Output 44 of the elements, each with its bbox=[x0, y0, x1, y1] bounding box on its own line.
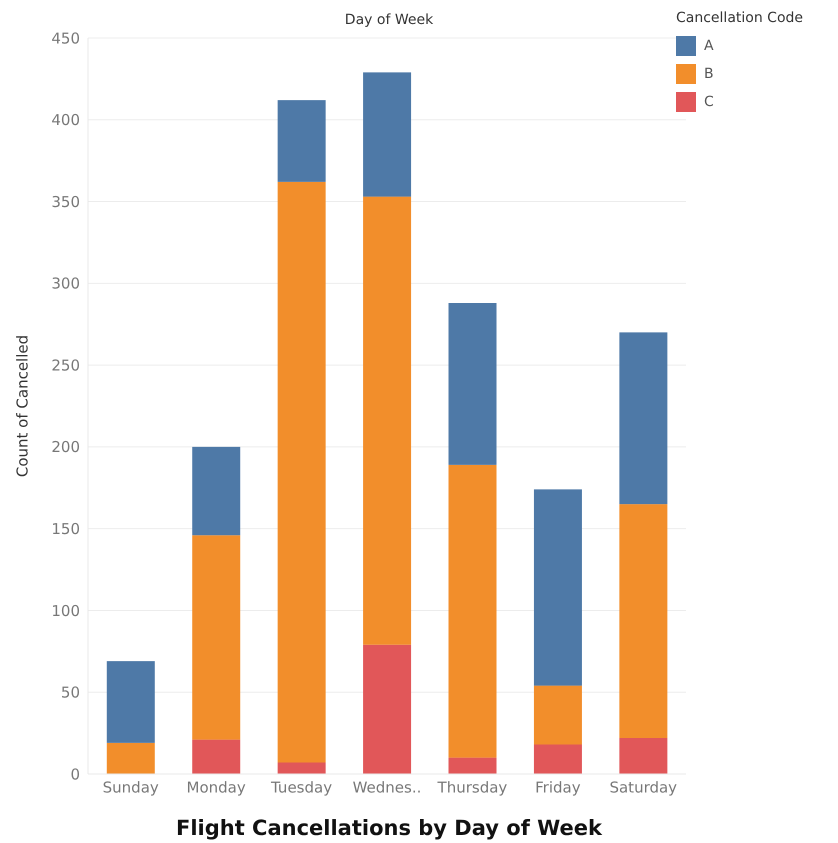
bar bbox=[106, 742, 155, 774]
x-tick-label: Friday bbox=[535, 778, 581, 797]
x-tick-label: Tuesday bbox=[270, 778, 332, 797]
bar bbox=[192, 535, 240, 740]
bar bbox=[448, 758, 497, 774]
bar bbox=[448, 464, 497, 758]
x-tick-label: Saturday bbox=[609, 778, 678, 797]
y-tick-label: 150 bbox=[51, 520, 80, 538]
legend-label: B bbox=[704, 66, 714, 82]
bar bbox=[192, 446, 240, 536]
bar bbox=[278, 762, 326, 774]
y-axis-title: Count of Cancelled bbox=[13, 334, 32, 478]
bar bbox=[363, 644, 412, 774]
bar bbox=[619, 504, 668, 738]
x-tick-label: Wednes.. bbox=[352, 778, 422, 797]
y-tick-label: 300 bbox=[51, 274, 80, 293]
y-tick-label: 0 bbox=[70, 765, 80, 784]
legend-title: Cancellation Code bbox=[676, 10, 804, 26]
y-tick-label: 100 bbox=[51, 602, 80, 620]
y-tick-label: 250 bbox=[51, 356, 80, 374]
legend-label: C bbox=[704, 94, 714, 110]
bar bbox=[619, 332, 668, 504]
y-tick-label: 200 bbox=[51, 438, 80, 456]
bar bbox=[448, 302, 497, 465]
x-tick-label: Thursday bbox=[436, 778, 508, 797]
y-tick-label: 50 bbox=[60, 684, 80, 702]
text: Flight Cancellations by Day of Week bbox=[174, 816, 604, 840]
bar bbox=[534, 489, 582, 686]
bar bbox=[363, 196, 412, 645]
x-axis-title: Day of Week bbox=[344, 12, 434, 28]
bar bbox=[106, 661, 155, 743]
y-tick-label: 400 bbox=[51, 111, 80, 130]
y-tick-label: 450 bbox=[51, 29, 80, 48]
bar bbox=[534, 744, 582, 774]
bar bbox=[619, 738, 668, 774]
x-tick-label: Monday bbox=[186, 778, 246, 797]
bar bbox=[192, 740, 240, 774]
bar bbox=[278, 100, 326, 182]
legend-label: A bbox=[704, 38, 714, 54]
y-tick-label: 350 bbox=[51, 192, 80, 211]
x-tick-label: Sunday bbox=[102, 778, 159, 797]
bar bbox=[278, 182, 326, 763]
bar bbox=[534, 686, 582, 745]
bar bbox=[363, 72, 412, 197]
